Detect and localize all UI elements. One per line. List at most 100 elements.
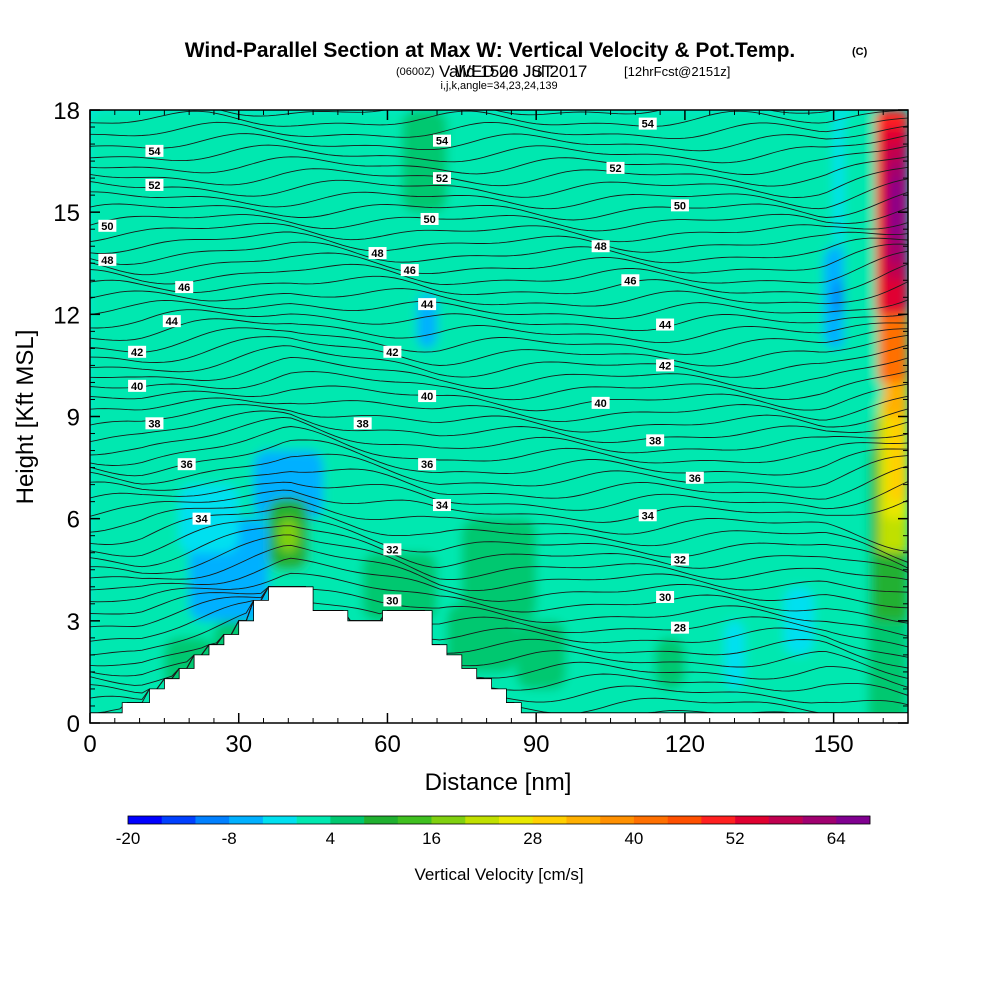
velocity-region (461, 518, 537, 621)
contour-label-bg (638, 117, 657, 130)
contour-label-bg (145, 178, 164, 191)
contour-label: 36 (181, 459, 193, 471)
contour-label: 34 (195, 514, 208, 526)
velocity-region (684, 178, 760, 383)
y-tick-label: 9 (67, 405, 80, 432)
colorbar-swatch (465, 816, 500, 824)
theta-contour (90, 370, 908, 401)
contour-label-bg (368, 247, 387, 260)
contour-label-bg (400, 264, 419, 277)
colorbar-tick-label: 16 (422, 829, 441, 848)
contour-label: 52 (609, 163, 621, 175)
theta-contour (90, 191, 908, 221)
theta-contour (90, 489, 908, 523)
theta-contour (90, 426, 908, 466)
velocity-region (774, 246, 834, 587)
contour-label: 38 (148, 418, 160, 430)
velocity-region (784, 586, 814, 655)
contour-label-bg (383, 345, 402, 358)
theta-contour (90, 207, 908, 232)
contour-label-bg (128, 345, 147, 358)
colorbar-swatch (161, 816, 196, 824)
theta-contour (90, 237, 908, 265)
theta-contour (90, 356, 908, 389)
contour-label: 42 (386, 347, 398, 359)
contour-label-bg (606, 161, 625, 174)
colorbar-swatch (532, 816, 567, 824)
contour-label: 52 (148, 180, 160, 192)
theta-contour (90, 586, 908, 637)
velocity-region (890, 178, 901, 240)
contour-label: 54 (148, 146, 161, 158)
y-tick-label: 15 (53, 200, 80, 227)
x-tick-label: 0 (83, 731, 96, 758)
subtitle-date: WED 26 Jul 2017 (455, 62, 587, 81)
theta-contour (90, 515, 908, 569)
contour-label-bg (145, 417, 164, 430)
contour-label: 46 (178, 282, 190, 294)
contour-label-bg (162, 315, 181, 328)
contour-label: 28 (674, 623, 686, 635)
subtitle-indices: i,j,k,angle=34,23,24,139 (440, 80, 557, 92)
theta-contour (90, 506, 908, 563)
contour-label-bg (638, 509, 657, 522)
theta-contour (90, 117, 908, 140)
theta-contour (90, 453, 908, 488)
colorbar-tick-label: 28 (523, 829, 542, 848)
theta-contour (90, 525, 908, 573)
colorbar-swatch (431, 816, 466, 824)
contour-label: 36 (421, 459, 433, 471)
contour-label: 54 (436, 136, 449, 148)
contour-label-bg (670, 621, 689, 634)
y-tick-label: 0 (67, 711, 80, 738)
colorbar-tick-label: 52 (726, 829, 745, 848)
contour-label-bg (420, 212, 439, 225)
theta-contour (90, 497, 908, 552)
subtitle-utc: (0600Z) (396, 66, 435, 78)
theta-contour (90, 263, 908, 296)
theta-contour (90, 222, 908, 243)
colorbar-swatch (262, 816, 297, 824)
contour-label-bg (685, 471, 704, 484)
colorbar-label: Vertical Velocity [cm/s] (414, 865, 583, 884)
contour-label-bg (432, 172, 451, 185)
contour-label: 40 (131, 381, 143, 393)
contour-label-bg (656, 318, 675, 331)
contour-label: 42 (131, 347, 143, 359)
contour-label: 54 (642, 119, 655, 131)
colorbar-swatch (633, 816, 668, 824)
contour-label: 52 (436, 173, 448, 185)
theta-contour (90, 586, 908, 669)
contour-label-bg (175, 281, 194, 294)
contour-label-bg (670, 553, 689, 566)
theta-contour (90, 145, 908, 175)
theta-contour (90, 299, 908, 319)
y-tick-label: 12 (53, 302, 80, 329)
theta-contour (90, 572, 908, 624)
contour-labels: 54 52 50 48 46 44 42 40 38 36 34 32 30 54 52 50 48 46 44 42… (98, 117, 704, 635)
subtitle-line: Valid 1500 JST (439, 62, 553, 81)
theta-contour (90, 231, 908, 254)
colorbar-tick-label: 64 (827, 829, 846, 848)
contour-label-bg (383, 594, 402, 607)
contour-label-bg (177, 458, 196, 471)
theta-contour (90, 383, 908, 412)
x-tick-label: 150 (814, 731, 854, 758)
y-tick-label: 6 (67, 507, 80, 534)
contour-label-bg (192, 512, 211, 525)
velocity-region (724, 620, 745, 689)
colorbar-swatch (667, 816, 702, 824)
contour-label: 42 (659, 360, 671, 372)
theta-contour (90, 344, 908, 378)
colorbar-swatch (364, 816, 399, 824)
contour-label: 46 (404, 265, 416, 277)
contour-label-bg (128, 379, 147, 392)
subtitle-valid: Valid 1500 JST (439, 62, 553, 81)
theta-contours (90, 110, 908, 714)
colorbar-swatch (566, 816, 601, 824)
theta-contour (90, 309, 908, 332)
theta-contour (90, 281, 908, 307)
colorbar-swatch (330, 816, 365, 824)
theta-contour (90, 156, 908, 187)
